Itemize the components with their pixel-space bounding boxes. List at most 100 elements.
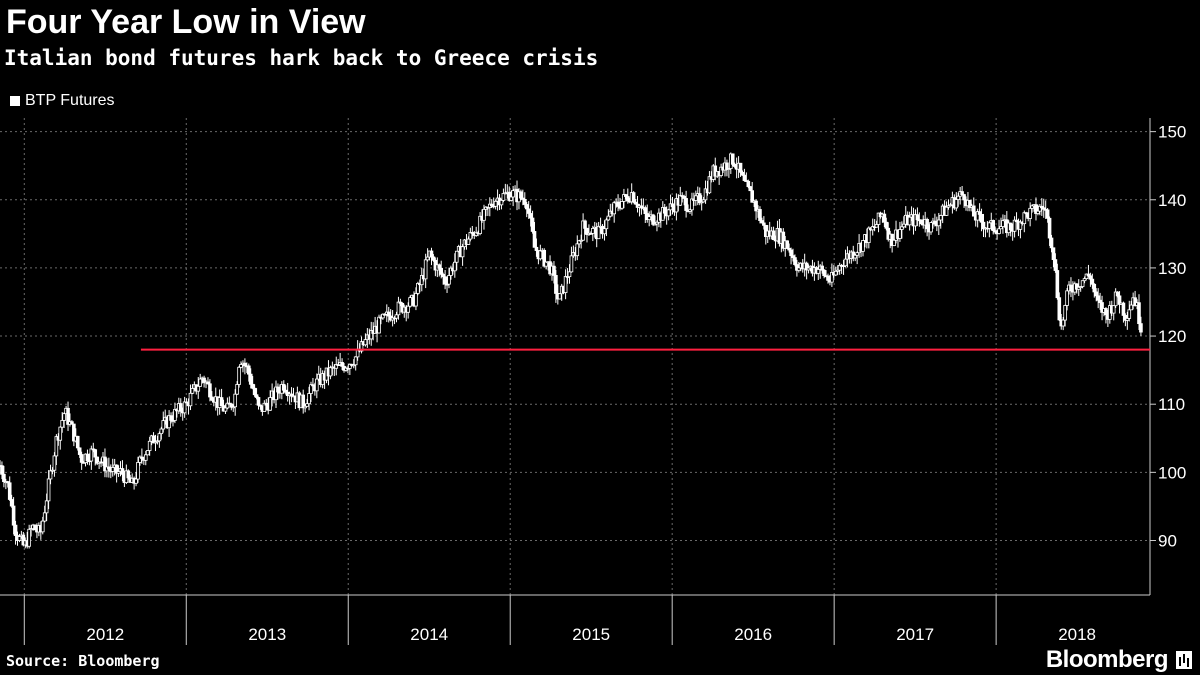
bloomberg-terminal-icon (1176, 651, 1192, 669)
candle-body (441, 273, 445, 278)
candle-body (688, 209, 692, 212)
grid (0, 118, 1150, 595)
candle-body (140, 456, 144, 459)
candle-body (991, 220, 996, 231)
source-note: Source: Bloomberg (6, 652, 160, 670)
x-tick-label: 2015 (572, 625, 610, 644)
candle-body (933, 220, 937, 225)
candle-body (157, 433, 162, 442)
candle-body (52, 455, 57, 471)
candle-body (758, 209, 762, 221)
candle-body (725, 162, 729, 170)
candle-body (359, 341, 364, 352)
y-tick-label: 110 (1158, 395, 1185, 414)
candle-body (1038, 205, 1042, 212)
candle-body (1030, 205, 1034, 209)
candle-body (913, 214, 918, 227)
candle-body (870, 226, 875, 231)
candle-body (50, 469, 55, 472)
candle-body (62, 413, 66, 421)
candle-body (188, 392, 193, 407)
candle-body (252, 387, 257, 396)
candle-body (542, 249, 547, 267)
candle-body (478, 215, 482, 234)
candle-body (1127, 309, 1132, 319)
brand-logo: Bloomberg (1046, 646, 1192, 674)
candle-body (616, 201, 620, 207)
candle-body (431, 256, 436, 261)
x-axis: 2012 2013 2014 2015 2016 2017 2018 (0, 594, 1150, 645)
candle-body (666, 209, 671, 217)
candle-body (60, 419, 64, 428)
candle-body (351, 364, 356, 367)
candle-body (532, 231, 537, 248)
candle-body (653, 223, 657, 226)
candle-body (425, 256, 430, 261)
candle-body (1076, 286, 1081, 290)
candle-body (948, 204, 953, 207)
y-tick-label: 150 (1158, 123, 1186, 142)
candle-body (167, 415, 171, 429)
candle-body (816, 269, 821, 274)
candle-body (1086, 273, 1091, 277)
candle-body (110, 467, 115, 472)
candle-body (13, 524, 18, 536)
candle-body (703, 188, 708, 201)
candle-body (822, 269, 826, 277)
candle-body (960, 191, 964, 195)
candle-body (1001, 220, 1005, 227)
candle-body (99, 461, 103, 464)
candle-body (9, 499, 14, 507)
candle-body (795, 264, 799, 271)
candle-body (145, 450, 150, 456)
candle-body (867, 227, 871, 243)
candle-body (837, 264, 842, 271)
candle-body (233, 393, 237, 408)
candle-body (569, 255, 574, 273)
candle-body (246, 365, 251, 375)
candle-body (416, 283, 420, 294)
candle-body (760, 220, 764, 224)
candle-body (762, 222, 766, 226)
candle-body (1084, 273, 1089, 280)
brand-name: Bloomberg (1045, 646, 1169, 673)
candle-body (1133, 297, 1137, 306)
candle-body (855, 252, 859, 256)
candle-body (1028, 207, 1032, 219)
chart-title: Four Year Low in View (6, 3, 366, 41)
candle-body (701, 199, 706, 203)
candle-body (797, 267, 801, 271)
candle-body (1092, 283, 1097, 293)
candle-body (161, 420, 166, 430)
candle-body (707, 176, 712, 194)
candle-body (93, 449, 98, 458)
candle-body (2, 473, 6, 483)
candle-body (577, 240, 582, 245)
candle-body (884, 221, 889, 229)
candle-body (315, 378, 319, 392)
candle-body (159, 428, 164, 435)
x-tick-label: 2014 (410, 625, 448, 644)
candle-body (29, 528, 33, 530)
candle-body (493, 200, 498, 207)
candle-body (662, 207, 667, 214)
candle-body (1080, 280, 1085, 287)
candle-body (398, 301, 403, 304)
candle-body (791, 255, 795, 258)
candle-body (975, 211, 980, 221)
candle-body (103, 456, 107, 472)
candle-body (1053, 259, 1058, 271)
candle-body (748, 186, 753, 192)
candle-body (874, 224, 879, 228)
candle-body (173, 408, 177, 421)
candle-body (1012, 219, 1017, 232)
candle-body (70, 421, 74, 425)
y-tick-label: 90 (1158, 531, 1177, 550)
candle-body (190, 387, 195, 394)
candle-body (785, 240, 789, 249)
candle-body (1123, 315, 1128, 321)
candle-body (519, 191, 523, 199)
candle-body (363, 339, 368, 346)
candle-body (460, 246, 465, 258)
candle-body (328, 367, 333, 377)
